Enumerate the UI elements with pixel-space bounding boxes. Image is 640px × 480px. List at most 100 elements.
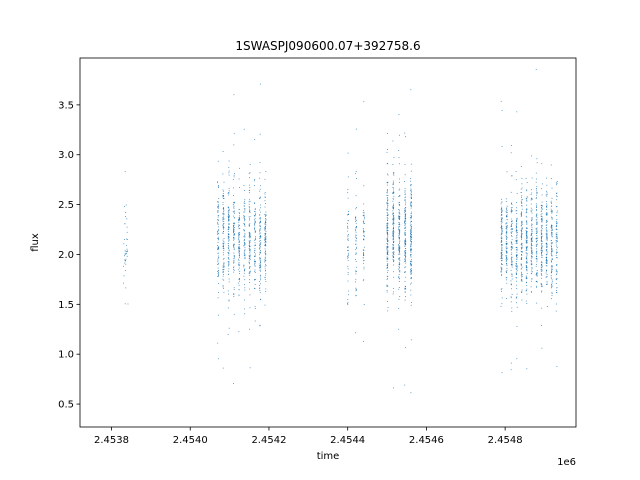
data-point [405,226,406,228]
data-point [516,230,518,232]
data-point [500,271,502,273]
data-point [411,216,412,218]
data-point [500,227,502,228]
data-point [551,271,552,273]
data-point [545,259,547,261]
data-point [264,268,266,270]
data-point [387,270,389,271]
data-point [530,273,532,274]
data-point [546,265,548,267]
data-point [541,245,543,247]
data-point [393,219,395,221]
data-point [506,263,507,265]
data-point [392,231,394,233]
data-point [516,257,518,259]
data-point [410,222,412,224]
data-point [254,262,256,264]
data-point [398,226,400,228]
data-point [551,231,552,233]
data-point [222,194,224,196]
data-point [228,174,230,176]
data-point [223,227,224,229]
data-point [265,221,266,222]
data-point [238,219,239,221]
data-point [551,217,553,219]
data-point [259,325,261,327]
data-point [516,256,517,258]
data-point [386,189,388,191]
data-point [218,257,220,258]
data-point [405,217,406,219]
data-point [233,205,235,207]
data-point [501,247,503,249]
data-point [249,270,251,272]
data-point [244,220,245,222]
data-point [410,230,412,231]
data-point [551,282,553,284]
data-point [545,238,547,240]
data-point [217,160,219,162]
data-point [526,246,528,247]
data-point [222,271,224,273]
data-point [249,216,251,218]
data-point [387,251,389,252]
data-point [386,247,388,249]
data-point [501,228,503,229]
data-point [404,240,406,241]
data-point [404,215,406,217]
data-point [501,219,502,221]
data-point [410,235,412,237]
data-point [355,295,357,297]
data-point [525,250,527,251]
data-point [556,223,558,225]
data-point [556,234,557,235]
data-point [363,220,364,222]
data-point [551,230,553,231]
data-point [393,227,394,229]
data-point [355,270,357,272]
data-point [541,325,542,326]
data-point [233,267,234,269]
data-point [363,260,364,262]
data-point [125,270,126,271]
data-point [387,200,388,202]
data-point [387,249,388,251]
data-point [404,234,406,236]
data-point [347,303,348,304]
data-point [410,241,412,242]
data-point [217,186,219,188]
data-point [249,218,250,220]
data-point [265,236,267,237]
data-point [521,195,523,197]
data-point [387,197,388,198]
data-point [515,268,517,270]
data-point [521,243,523,245]
data-point [515,273,517,275]
data-point [510,297,512,299]
data-point [521,228,523,230]
data-point [264,214,266,216]
data-point [410,204,412,205]
data-point [254,279,256,280]
data-point [228,252,230,254]
data-point [398,226,400,227]
data-point [386,285,388,287]
data-point [254,261,256,262]
data-point [386,223,388,225]
data-point [399,233,400,235]
data-point [526,267,528,269]
data-point [260,283,261,285]
data-point [233,226,234,228]
data-point [227,235,229,237]
data-point [516,268,518,270]
data-point [218,206,219,207]
data-point [540,240,542,242]
data-point [505,261,507,262]
data-point [521,292,522,293]
data-point [526,288,528,290]
data-point [546,262,548,264]
data-point [501,231,503,232]
data-point [265,203,266,204]
x-tick-label: 2.4538 [94,435,129,446]
